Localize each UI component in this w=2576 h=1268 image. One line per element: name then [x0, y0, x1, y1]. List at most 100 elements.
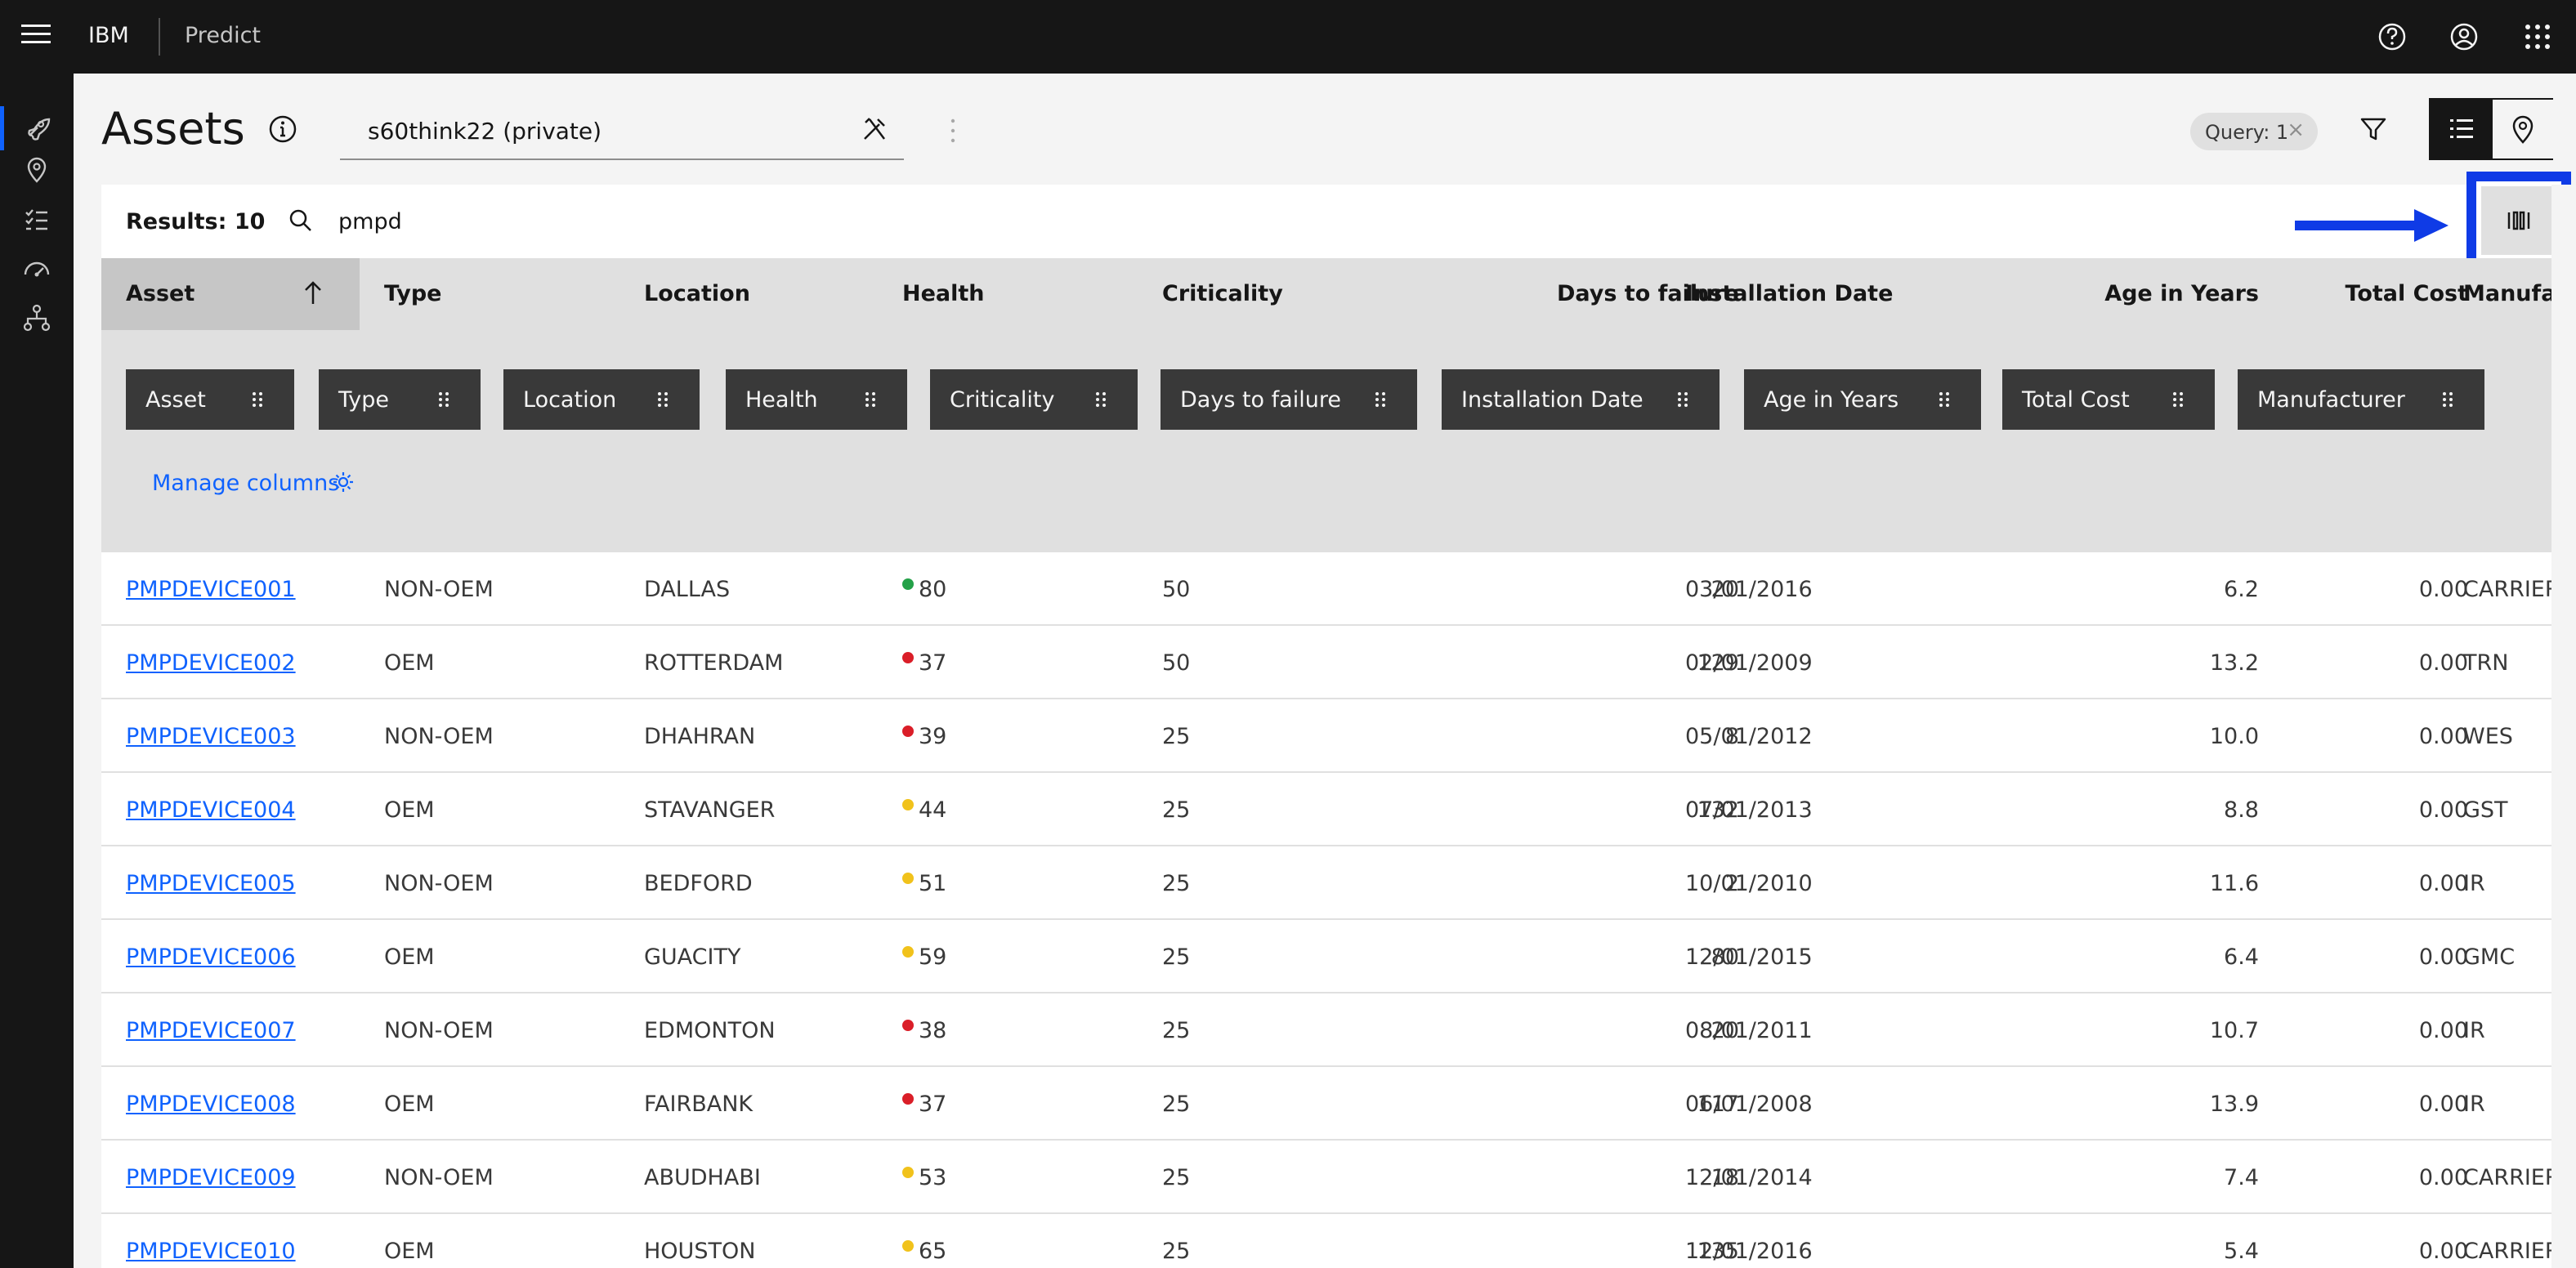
cell-age-in-years: 13.2 [2209, 650, 2259, 676]
query-count-tag[interactable]: Query: 1 × [2190, 113, 2318, 150]
manage-columns-link[interactable]: Manage columns [152, 471, 340, 496]
cell-health: 37 [919, 1092, 947, 1117]
column-header-criticality[interactable]: Criticality [1162, 281, 1283, 306]
cell-location: HOUSTON [644, 1239, 756, 1264]
scroll-edge [2551, 185, 2576, 1268]
drag-handle-icon[interactable] [865, 391, 876, 409]
column-chip-age-in-years[interactable]: Age in Years [1744, 369, 1981, 430]
column-chip-location[interactable]: Location [503, 369, 700, 430]
chip-label: Age in Years [1764, 387, 1899, 413]
asset-link[interactable]: PMPDEVICE007 [126, 1018, 296, 1043]
search-input[interactable] [338, 203, 829, 240]
table-row[interactable]: PMPDEVICE010 OEM HOUSTON 65 25 135 12/01/2016 5… [101, 1214, 2576, 1268]
help-icon[interactable] [2373, 18, 2411, 56]
cell-installation-date: 05/01/2012 [1685, 724, 1813, 749]
drag-handle-icon[interactable] [2172, 391, 2184, 409]
cell-installation-date: 03/01/2016 [1685, 577, 1813, 602]
table-row[interactable]: PMPDEVICE006 OEM GUACITY 59 25 80 12/01/2015 6.… [101, 920, 2576, 993]
table-row[interactable]: PMPDEVICE007 NON-OEM EDMONTON 38 25 20 08/01/2… [101, 993, 2576, 1067]
table-row[interactable]: PMPDEVICE005 NON-OEM BEDFORD 51 25 2 10/01/201… [101, 846, 2576, 920]
column-chip-type[interactable]: Type [319, 369, 481, 430]
app-switcher-icon[interactable] [2519, 18, 2556, 56]
asset-link[interactable]: PMPDEVICE008 [126, 1092, 296, 1117]
drag-handle-icon[interactable] [1375, 391, 1386, 409]
brand-name[interactable]: IBM [88, 23, 129, 48]
cell-days-to-failure: 20 [1711, 577, 1739, 602]
cell-days-to-failure: 129 [1697, 650, 1739, 676]
location-pin-icon[interactable] [20, 154, 54, 188]
list-view-button[interactable] [2431, 100, 2493, 158]
drag-handle-icon[interactable] [657, 391, 669, 409]
cell-location: BEDFORD [644, 871, 753, 896]
asset-link[interactable]: PMPDEVICE003 [126, 724, 296, 749]
drag-handle-icon[interactable] [438, 391, 449, 409]
asset-link[interactable]: PMPDEVICE001 [126, 577, 296, 602]
table-row[interactable]: PMPDEVICE004 OEM STAVANGER 44 25 132 07/01/201… [101, 773, 2576, 846]
overflow-menu-icon[interactable] [948, 116, 958, 145]
dashboard-gauge-icon[interactable] [20, 252, 54, 286]
edit-query-tools-icon[interactable] [858, 113, 891, 145]
column-chip-installation-date[interactable]: Installation Date [1442, 369, 1720, 430]
cell-manufacturer: WES [2463, 724, 2513, 749]
user-avatar-icon[interactable] [2445, 18, 2483, 56]
gear-icon[interactable] [330, 469, 356, 495]
column-header-asset[interactable]: Asset [126, 281, 195, 306]
info-icon[interactable] [266, 113, 299, 145]
column-header-location[interactable]: Location [644, 281, 750, 306]
cell-total-cost: 0.00 [2418, 871, 2468, 896]
asset-link[interactable]: PMPDEVICE006 [126, 944, 296, 970]
asset-link[interactable]: PMPDEVICE004 [126, 797, 296, 823]
cell-location: DALLAS [644, 577, 731, 602]
table-row[interactable]: PMPDEVICE009 NON-OEM ABUDHABI 53 25 18 12/01/2… [101, 1141, 2576, 1214]
asset-link[interactable]: PMPDEVICE005 [126, 871, 296, 896]
asset-link[interactable]: PMPDEVICE009 [126, 1165, 296, 1190]
column-order-panel: Asset Type Location Health Criticality D… [101, 330, 2576, 552]
cell-type: NON-OEM [384, 724, 494, 749]
rocket-icon[interactable] [20, 111, 54, 145]
saved-query-field[interactable]: s60think22 (private) [340, 101, 904, 160]
drag-handle-icon[interactable] [252, 391, 263, 409]
column-header-health[interactable]: Health [902, 281, 985, 306]
column-header-type[interactable]: Type [384, 281, 442, 306]
cell-total-cost: 0.00 [2418, 944, 2468, 970]
filter-icon[interactable] [2357, 113, 2390, 145]
table-row[interactable]: PMPDEVICE001 NON-OEM DALLAS 80 50 20 03/01/201… [101, 552, 2576, 626]
table-row[interactable]: PMPDEVICE003 NON-OEM DHAHRAN 39 25 8 05/01/201… [101, 699, 2576, 773]
task-checklist-icon[interactable] [20, 203, 54, 237]
chip-label: Manufacturer [2257, 387, 2405, 413]
drag-handle-icon[interactable] [2442, 391, 2453, 409]
header-divider [159, 18, 160, 56]
asset-link[interactable]: PMPDEVICE010 [126, 1239, 296, 1264]
column-chip-health[interactable]: Health [726, 369, 907, 430]
asset-link[interactable]: PMPDEVICE002 [126, 650, 296, 676]
column-header-age-in-years[interactable]: Age in Years [2104, 281, 2259, 306]
map-view-button[interactable] [2493, 100, 2553, 158]
column-header-days-to-failure[interactable]: Days to failure [1556, 281, 1739, 306]
health-status-indicator [902, 799, 914, 810]
table-row[interactable]: PMPDEVICE008 OEM FAIRBANK 37 25 117 06/01/2008… [101, 1067, 2576, 1141]
column-chip-asset[interactable]: Asset [126, 369, 294, 430]
hamburger-menu-icon[interactable] [21, 25, 51, 49]
table-row[interactable]: PMPDEVICE002 OEM ROTTERDAM 37 50 129 02/01/200… [101, 626, 2576, 699]
column-header-installation-date[interactable]: Installation Date [1685, 281, 1894, 306]
column-settings-icon [2507, 211, 2530, 230]
sorted-column-bg [101, 258, 360, 330]
cell-type: NON-OEM [384, 1165, 494, 1190]
column-chip-manufacturer[interactable]: Manufacturer [2238, 369, 2484, 430]
saved-query-value: s60think22 (private) [368, 118, 602, 145]
cell-total-cost: 0.00 [2418, 650, 2468, 676]
page-title: Assets [101, 103, 245, 154]
column-chip-days-to-failure[interactable]: Days to failure [1161, 369, 1417, 430]
chip-label: Total Cost [2022, 387, 2130, 413]
column-chip-criticality[interactable]: Criticality [930, 369, 1138, 430]
cell-type: OEM [384, 1239, 435, 1264]
sort-ascending-icon[interactable] [301, 278, 325, 307]
cell-criticality: 25 [1162, 1165, 1191, 1190]
drag-handle-icon[interactable] [1677, 391, 1688, 409]
drag-handle-icon[interactable] [1095, 391, 1107, 409]
drag-handle-icon[interactable] [1939, 391, 1950, 409]
column-chip-total-cost[interactable]: Total Cost [2002, 369, 2215, 430]
close-icon[interactable]: × [2287, 118, 2305, 142]
column-header-total-cost[interactable]: Total Cost [2345, 281, 2468, 306]
hierarchy-icon[interactable] [20, 301, 54, 335]
